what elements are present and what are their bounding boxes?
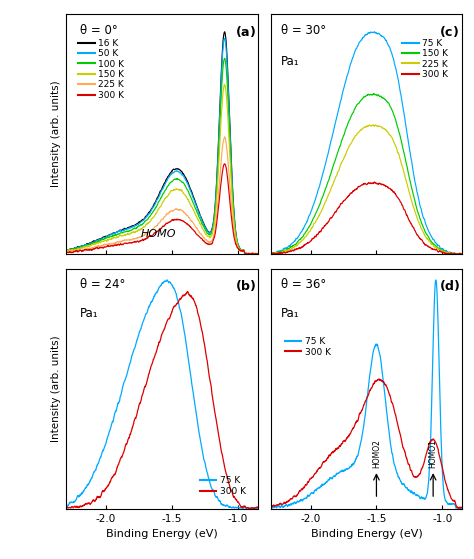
X-axis label: Binding Energy (eV): Binding Energy (eV) xyxy=(106,529,218,539)
Text: θ = 24°: θ = 24° xyxy=(80,278,125,291)
Text: $\mathbf{(c)}$: $\mathbf{(c)}$ xyxy=(439,23,459,39)
Y-axis label: Intensity (arb. units): Intensity (arb. units) xyxy=(51,80,61,187)
Text: Pa₁: Pa₁ xyxy=(281,55,299,68)
Text: θ = 0°: θ = 0° xyxy=(80,23,118,36)
Legend: 75 K, 300 K: 75 K, 300 K xyxy=(281,333,334,360)
Text: HOMO2: HOMO2 xyxy=(372,439,381,468)
X-axis label: Binding Energy (eV): Binding Energy (eV) xyxy=(310,529,422,539)
Text: $\mathbf{(a)}$: $\mathbf{(a)}$ xyxy=(235,23,255,39)
Text: Pa₁: Pa₁ xyxy=(80,307,99,320)
Text: Pa₁: Pa₁ xyxy=(281,307,299,320)
Text: θ = 30°: θ = 30° xyxy=(281,23,326,36)
Text: HOMO: HOMO xyxy=(140,229,176,239)
Legend: 16 K, 50 K, 100 K, 150 K, 225 K, 300 K: 16 K, 50 K, 100 K, 150 K, 225 K, 300 K xyxy=(75,35,128,103)
Y-axis label: Intensity (arb. units): Intensity (arb. units) xyxy=(51,335,61,442)
Legend: 75 K, 300 K: 75 K, 300 K xyxy=(196,472,249,499)
Legend: 75 K, 150 K, 225 K, 300 K: 75 K, 150 K, 225 K, 300 K xyxy=(399,35,452,83)
Text: HOMO1: HOMO1 xyxy=(428,439,438,468)
Text: $\mathbf{(d)}$: $\mathbf{(d)}$ xyxy=(439,278,461,293)
Text: $\mathbf{(b)}$: $\mathbf{(b)}$ xyxy=(235,278,256,293)
Text: θ = 36°: θ = 36° xyxy=(281,278,326,291)
